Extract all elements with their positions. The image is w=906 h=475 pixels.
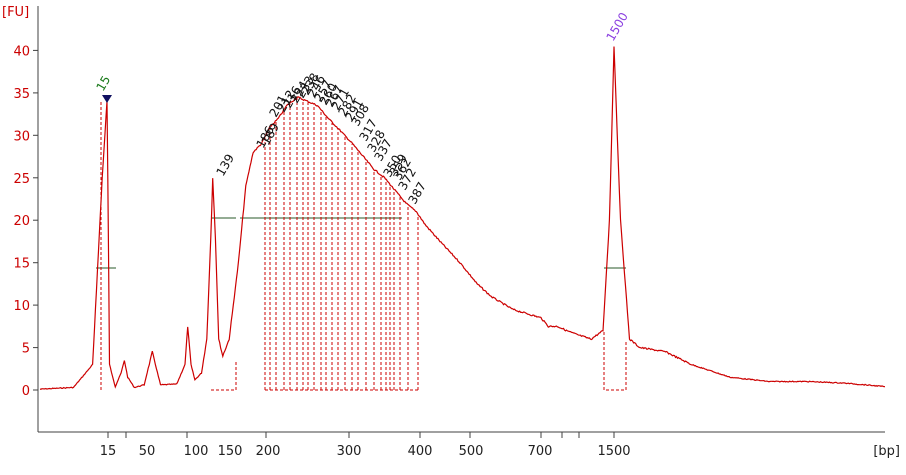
x-tick-label-300: 300	[337, 444, 362, 459]
fluorescence-trace	[39, 46, 886, 390]
x-tick-label-100: 100	[184, 444, 209, 459]
x-tick-label-400: 400	[408, 444, 433, 459]
trace-group	[39, 46, 886, 390]
lower-marker-triangle-icon	[102, 95, 112, 103]
x-tick-label-150: 150	[218, 444, 243, 459]
x-tick-label-50: 50	[139, 444, 156, 459]
x-tick-label-700: 700	[528, 444, 553, 459]
marker-1500-integration	[603, 332, 627, 391]
upper-marker-label: 1500	[603, 10, 630, 43]
y-tick-label-35: 35	[13, 87, 30, 102]
y-tick-label-30: 30	[13, 129, 30, 144]
x-ticks: 15 50 100 150 200 300 400 500 700 1500 […	[100, 432, 900, 459]
peak-139-integration	[211, 360, 237, 391]
x-tick-label-200: 200	[256, 444, 281, 459]
y-tick-label-20: 20	[13, 214, 30, 229]
peak-label: 139	[213, 152, 237, 179]
lower-marker-label: 15	[93, 73, 113, 93]
y-ticks: 0 5 10 15 20 25 30 35 40	[13, 44, 38, 399]
peak-integration-lines	[100, 98, 627, 391]
marker-labels: 15 1500	[93, 10, 631, 103]
y-tick-label-40: 40	[13, 44, 30, 59]
y-tick-label-25: 25	[13, 172, 30, 187]
y-tick-label-15: 15	[13, 257, 30, 272]
x-axis-title: [bp]	[873, 444, 900, 459]
y-tick-label-5: 5	[22, 342, 30, 357]
y-tick-label-10: 10	[13, 299, 30, 314]
x-tick-label-15: 15	[100, 444, 117, 459]
x-tick-label-1500: 1500	[597, 444, 630, 459]
peak-label: 189	[258, 121, 282, 148]
x-tick-label-500: 500	[459, 444, 484, 459]
y-axis-title: [FU]	[2, 5, 29, 20]
y-tick-label-0: 0	[22, 384, 30, 399]
threshold-lines	[96, 217, 626, 269]
